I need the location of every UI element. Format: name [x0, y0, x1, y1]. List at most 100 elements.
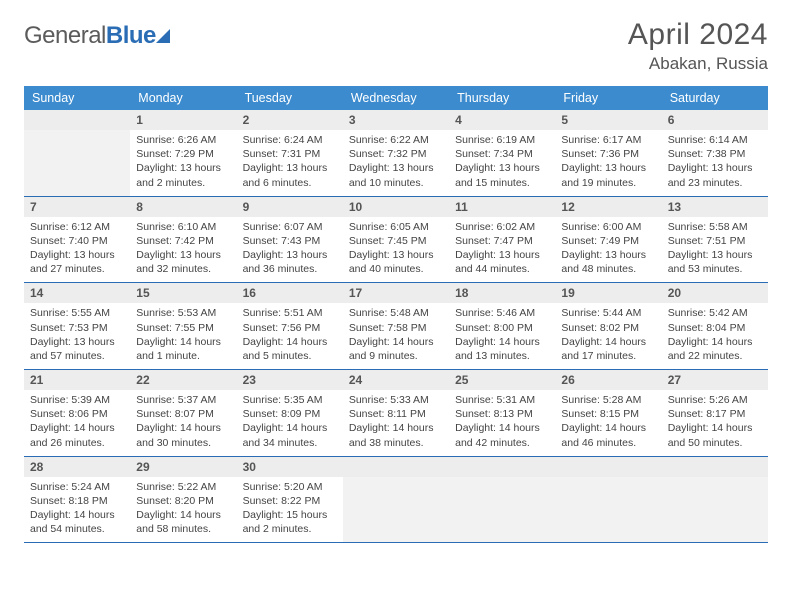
logo-triangle-icon: [156, 29, 170, 43]
week-row: 14Sunrise: 5:55 AMSunset: 7:53 PMDayligh…: [24, 283, 768, 370]
day-ss: Sunset: 8:11 PM: [349, 407, 443, 421]
day-cell: 20Sunrise: 5:42 AMSunset: 8:04 PMDayligh…: [662, 283, 768, 370]
calendar-table: Sunday Monday Tuesday Wednesday Thursday…: [24, 86, 768, 543]
day-ss: Sunset: 7:55 PM: [136, 321, 230, 335]
day-number: 7: [24, 197, 130, 217]
day-dl: Daylight: 13 hours and 27 minutes.: [30, 248, 124, 276]
day-dl: Daylight: 14 hours and 38 minutes.: [349, 421, 443, 449]
day-number: 19: [555, 283, 661, 303]
day-body: Sunrise: 5:58 AMSunset: 7:51 PMDaylight:…: [662, 217, 768, 283]
day-body: Sunrise: 5:28 AMSunset: 8:15 PMDaylight:…: [555, 390, 661, 456]
day-ss: Sunset: 7:43 PM: [243, 234, 337, 248]
day-cell: 8Sunrise: 6:10 AMSunset: 7:42 PMDaylight…: [130, 196, 236, 283]
day-cell: 10Sunrise: 6:05 AMSunset: 7:45 PMDayligh…: [343, 196, 449, 283]
day-cell: 4 Sunrise: 6:19 AMSunset: 7:34 PMDaylight…: [449, 110, 555, 196]
week-row: 28Sunrise: 5:24 AMSunset: 8:18 PMDayligh…: [24, 456, 768, 543]
day-sr: Sunrise: 5:53 AM: [136, 306, 230, 320]
day-sr: Sunrise: 6:10 AM: [136, 220, 230, 234]
day-dl: Daylight: 14 hours and 50 minutes.: [668, 421, 762, 449]
day-dl: Daylight: 14 hours and 1 minute.: [136, 335, 230, 363]
day-dl: Daylight: 14 hours and 46 minutes.: [561, 421, 655, 449]
week-row: 7Sunrise: 6:12 AMSunset: 7:40 PMDaylight…: [24, 196, 768, 283]
day-number: 23: [237, 370, 343, 390]
day-ss: Sunset: 7:34 PM: [455, 147, 549, 161]
day-number: 17: [343, 283, 449, 303]
day-cell: 25Sunrise: 5:31 AMSunset: 8:13 PMDayligh…: [449, 370, 555, 457]
day-ss: Sunset: 8:09 PM: [243, 407, 337, 421]
day-number: 24: [343, 370, 449, 390]
day-cell: 12Sunrise: 6:00 AMSunset: 7:49 PMDayligh…: [555, 196, 661, 283]
col-saturday: Saturday: [662, 86, 768, 110]
day-ss: Sunset: 8:18 PM: [30, 494, 124, 508]
day-cell: 15 Sunrise: 5:53 AMSunset: 7:55 PMDayligh…: [130, 283, 236, 370]
day-sr: Sunrise: 6:02 AM: [455, 220, 549, 234]
day-cell: 14Sunrise: 5:55 AMSunset: 7:53 PMDayligh…: [24, 283, 130, 370]
day-sr: Sunrise: 5:24 AM: [30, 480, 124, 494]
month-title: April 2024: [628, 18, 768, 52]
day-ss: Sunset: 7:40 PM: [30, 234, 124, 248]
day-number: 30: [237, 457, 343, 477]
col-thursday: Thursday: [449, 86, 555, 110]
day-number: 29: [130, 457, 236, 477]
day-cell: 5Sunrise: 6:17 AMSunset: 7:36 PMDaylight…: [555, 110, 661, 196]
day-body: Sunrise: 5:22 AMSunset: 8:20 PMDaylight:…: [130, 477, 236, 543]
day-number: 4: [449, 110, 555, 130]
day-body: Sunrise: 5:44 AMSunset: 8:02 PMDaylight:…: [555, 303, 661, 369]
day-body: Sunrise: 6:26 AMSunset: 7:29 PMDaylight:…: [130, 130, 236, 196]
day-ss: Sunset: 8:17 PM: [668, 407, 762, 421]
day-number-empty: [662, 457, 768, 477]
day-number: 13: [662, 197, 768, 217]
day-number: 25: [449, 370, 555, 390]
day-dl: Daylight: 14 hours and 34 minutes.: [243, 421, 337, 449]
day-dl: Daylight: 14 hours and 30 minutes.: [136, 421, 230, 449]
day-sr: Sunrise: 6:12 AM: [30, 220, 124, 234]
day-body: Sunrise: 6:22 AMSunset: 7:32 PMDaylight:…: [343, 130, 449, 196]
day-ss: Sunset: 7:32 PM: [349, 147, 443, 161]
logo-text-2: Blue: [106, 22, 156, 49]
day-ss: Sunset: 8:04 PM: [668, 321, 762, 335]
day-sr: Sunrise: 6:07 AM: [243, 220, 337, 234]
day-number: 2: [237, 110, 343, 130]
title-block: April 2024 Abakan, Russia: [628, 18, 768, 74]
day-sr: Sunrise: 6:19 AM: [455, 133, 549, 147]
day-ss: Sunset: 8:06 PM: [30, 407, 124, 421]
day-cell: 26Sunrise: 5:28 AMSunset: 8:15 PMDayligh…: [555, 370, 661, 457]
page-header: GeneralBlue April 2024 Abakan, Russia: [24, 18, 768, 74]
day-ss: Sunset: 7:42 PM: [136, 234, 230, 248]
day-cell: [662, 456, 768, 543]
day-cell: 3Sunrise: 6:22 AMSunset: 7:32 PMDaylight…: [343, 110, 449, 196]
day-cell: 27Sunrise: 5:26 AMSunset: 8:17 PMDayligh…: [662, 370, 768, 457]
day-sr: Sunrise: 5:37 AM: [136, 393, 230, 407]
day-sr: Sunrise: 5:39 AM: [30, 393, 124, 407]
day-dl: Daylight: 13 hours and 48 minutes.: [561, 248, 655, 276]
day-ss: Sunset: 7:51 PM: [668, 234, 762, 248]
day-number: 1: [130, 110, 236, 130]
day-sr: Sunrise: 5:58 AM: [668, 220, 762, 234]
day-header-row: Sunday Monday Tuesday Wednesday Thursday…: [24, 86, 768, 110]
day-body: Sunrise: 5:35 AMSunset: 8:09 PMDaylight:…: [237, 390, 343, 456]
day-number: 28: [24, 457, 130, 477]
day-cell: 22Sunrise: 5:37 AMSunset: 8:07 PMDayligh…: [130, 370, 236, 457]
day-dl: Daylight: 14 hours and 17 minutes.: [561, 335, 655, 363]
day-number: 6: [662, 110, 768, 130]
day-cell: [449, 456, 555, 543]
day-body: Sunrise: 5:24 AMSunset: 8:18 PMDaylight:…: [24, 477, 130, 543]
day-cell: 6Sunrise: 6:14 AMSunset: 7:38 PMDaylight…: [662, 110, 768, 196]
day-sr: Sunrise: 6:00 AM: [561, 220, 655, 234]
day-ss: Sunset: 7:49 PM: [561, 234, 655, 248]
logo-text-1: General: [24, 22, 106, 49]
day-number: 11: [449, 197, 555, 217]
day-ss: Sunset: 7:58 PM: [349, 321, 443, 335]
day-body: Sunrise: 6:12 AMSunset: 7:40 PMDaylight:…: [24, 217, 130, 283]
day-body: Sunrise: 6:00 AMSunset: 7:49 PMDaylight:…: [555, 217, 661, 283]
day-dl: Daylight: 14 hours and 26 minutes.: [30, 421, 124, 449]
day-dl: Daylight: 13 hours and 15 minutes.: [455, 161, 549, 189]
day-dl: Daylight: 13 hours and 36 minutes.: [243, 248, 337, 276]
day-sr: Sunrise: 5:20 AM: [243, 480, 337, 494]
day-dl: Daylight: 14 hours and 5 minutes.: [243, 335, 337, 363]
day-sr: Sunrise: 5:42 AM: [668, 306, 762, 320]
day-number: 18: [449, 283, 555, 303]
day-cell: 16Sunrise: 5:51 AMSunset: 7:56 PMDayligh…: [237, 283, 343, 370]
day-sr: Sunrise: 5:28 AM: [561, 393, 655, 407]
day-number: 15: [130, 283, 236, 303]
